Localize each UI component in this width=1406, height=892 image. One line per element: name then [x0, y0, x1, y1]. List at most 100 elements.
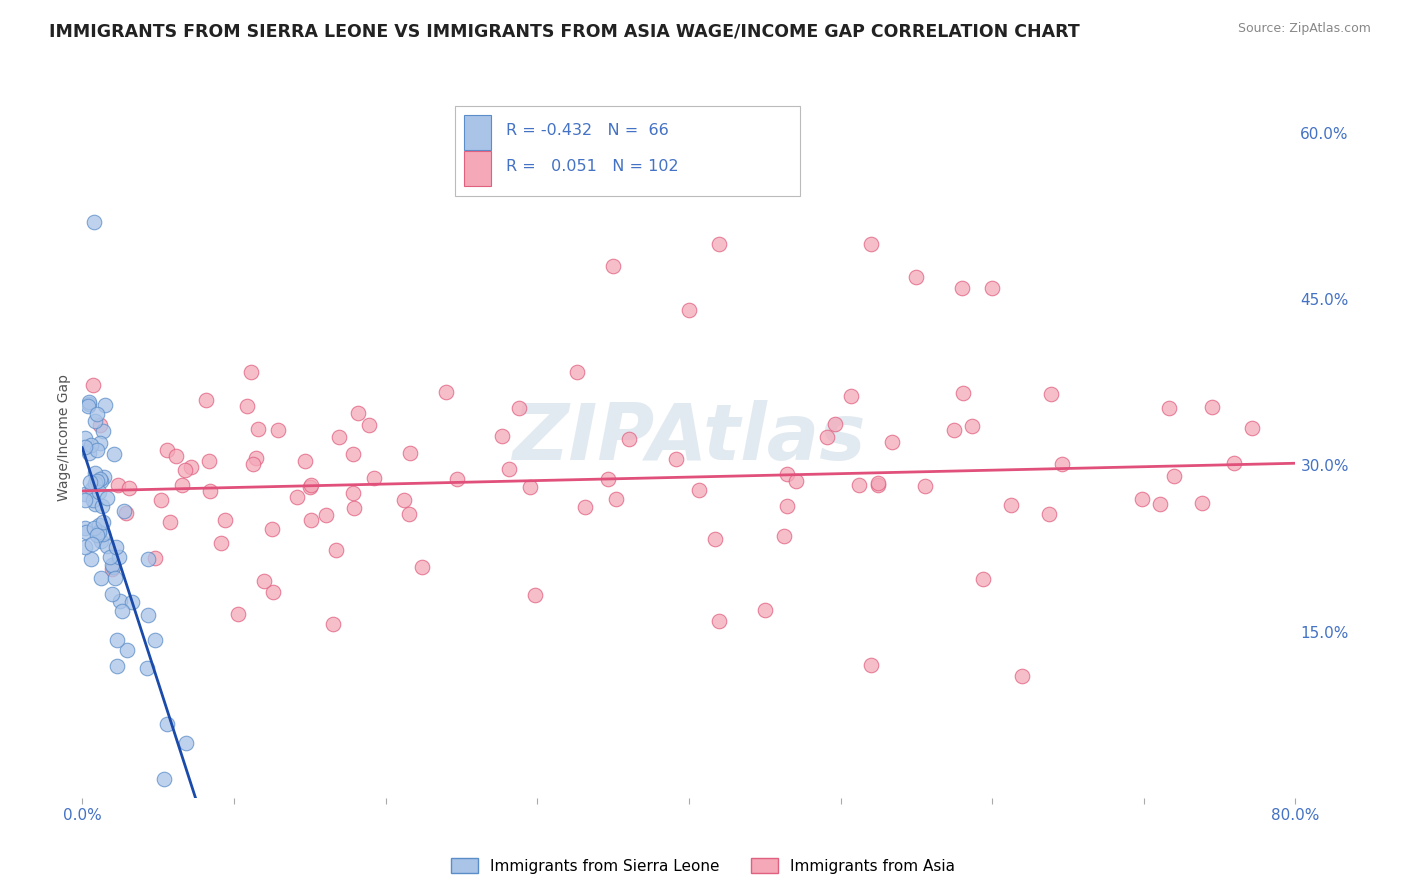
Point [118, 481, 141, 495]
Point [508, 401, 530, 416]
Point [86, 407, 108, 421]
Point [105, 540, 128, 554]
Point [93, 470, 115, 484]
Point [519, 480, 541, 494]
Point [180, 459, 202, 474]
Point [859, 658, 882, 673]
Point [776, 500, 799, 514]
Bar [464, 115, 491, 150]
Point [90, 533, 112, 548]
Point [866, 476, 889, 491]
Point [159, 515, 181, 529]
Point [678, 303, 700, 318]
Point [688, 483, 710, 498]
Point [981, 281, 1004, 295]
Point [754, 602, 776, 616]
Point [709, 614, 731, 628]
Point [704, 533, 727, 547]
Point [1038, 507, 1060, 521]
Point [84, 466, 107, 480]
Point [198, 483, 221, 498]
Legend: Immigrants from Sierra Leone, Immigrants from Asia: Immigrants from Sierra Leone, Immigrants… [444, 852, 962, 880]
Point [77, 395, 100, 409]
Point [709, 236, 731, 251]
Point [565, 366, 588, 380]
Point [972, 572, 994, 586]
Point [866, 478, 889, 492]
Point [176, 736, 198, 750]
Point [242, 458, 264, 472]
Point [173, 463, 195, 477]
Point [665, 452, 688, 467]
Point [342, 486, 364, 500]
Point [103, 447, 125, 461]
Point [1000, 499, 1022, 513]
Point [84, 415, 107, 429]
Point [98, 550, 121, 565]
Point [322, 616, 344, 631]
Point [882, 435, 904, 450]
Point [943, 423, 966, 437]
Point [103, 560, 125, 574]
Point [1130, 491, 1153, 506]
Point [136, 608, 159, 623]
Point [328, 429, 350, 443]
Point [143, 632, 166, 647]
Point [342, 447, 364, 461]
Point [80, 482, 103, 496]
Point [815, 430, 838, 444]
Point [75, 441, 97, 455]
Point [96, 491, 118, 506]
Point [1039, 387, 1062, 401]
Point [245, 450, 267, 465]
Point [1157, 401, 1180, 416]
Point [950, 281, 973, 295]
Point [498, 462, 520, 476]
Text: ZIPAtlas: ZIPAtlas [512, 400, 866, 475]
Point [86, 442, 108, 457]
Point [75, 431, 97, 445]
Point [83, 496, 105, 510]
Point [100, 587, 122, 601]
Point [1201, 401, 1223, 415]
Bar [464, 151, 491, 186]
Point [166, 449, 188, 463]
Point [1163, 468, 1185, 483]
Text: Source: ZipAtlas.com: Source: ZipAtlas.com [1237, 22, 1371, 36]
Point [143, 550, 166, 565]
Point [446, 472, 468, 486]
Point [214, 513, 236, 527]
Point [105, 659, 128, 673]
Point [491, 429, 513, 443]
Point [523, 588, 546, 602]
Point [253, 574, 276, 589]
Point [87, 517, 110, 532]
Point [86, 475, 108, 489]
Point [294, 453, 316, 467]
Point [1222, 456, 1244, 470]
Point [411, 560, 433, 574]
Point [89, 417, 111, 432]
Point [91, 526, 114, 541]
Point [105, 632, 128, 647]
Point [156, 442, 179, 457]
Point [1191, 496, 1213, 510]
Point [101, 562, 124, 576]
Point [153, 772, 176, 786]
Point [617, 432, 640, 446]
Point [605, 491, 627, 506]
Point [262, 585, 284, 599]
Point [149, 492, 172, 507]
Point [104, 571, 127, 585]
Text: R =   0.051   N = 102: R = 0.051 N = 102 [506, 159, 678, 174]
Point [236, 400, 259, 414]
Point [1240, 421, 1263, 435]
Point [240, 366, 263, 380]
Point [111, 604, 134, 618]
Point [209, 536, 232, 550]
Point [112, 503, 135, 517]
Point [90, 474, 112, 488]
Point [267, 423, 290, 437]
Point [960, 419, 983, 434]
Point [77, 397, 100, 411]
